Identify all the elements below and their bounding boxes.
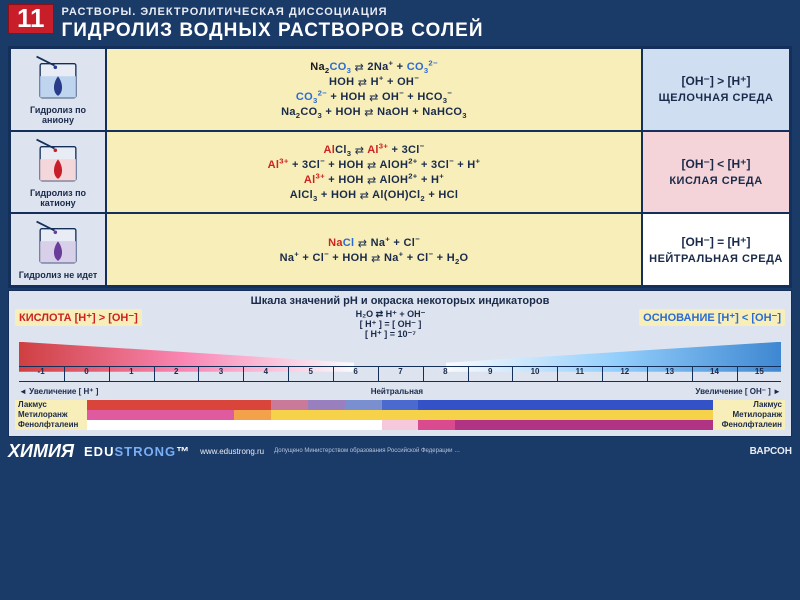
env-name: КИСЛАЯ СРЕДА [669,175,762,187]
footer-edu: EDUSTRONG™ [84,444,190,459]
eq: Na+ + Cl− + HOH ⇄ Na+ + Cl− + H2O [280,251,469,264]
ph-scale: -10123456789101112131415 ◄ Увеличение [ … [19,342,781,396]
indicator-name: Лакмус [713,400,785,410]
ph-tick: 5 [288,367,332,381]
acid-label: КИСЛОТА [H⁺] > [OH⁻] [15,309,142,326]
beaker-anion: Гидролиз по аниону [10,48,106,131]
footer-chem: ХИМИЯ [8,441,74,462]
ph-ticks: -10123456789101112131415 [19,366,781,382]
ph-tick: 15 [737,367,781,381]
ph-block: Шкала значений pH и окраска некоторых ин… [8,290,792,437]
ph-title: Шкала значений pH и окраска некоторых ин… [15,295,785,307]
equations-none: NaCl ⇄ Na+ + Cl− Na+ + Cl− + HOH ⇄ Na+ +… [106,213,642,285]
supertitle: РАСТВОРЫ. ЭЛЕКТРОЛИТИЧЕСКАЯ ДИССОЦИАЦИЯ [62,6,484,18]
ph-sublabels: ◄ Увеличение [ H⁺ ] Нейтральная Увеличен… [19,387,781,396]
ph-tick: 0 [64,367,108,381]
ph-tick: 11 [557,367,601,381]
footer-varson: ВАРСОН [750,446,792,457]
equations-cation: AlCl3 ⇄ Al3+ + 3Cl− Al3+ + 3Cl− + HOH ⇄ … [106,131,642,214]
base-label: ОСНОВАНИЕ [H⁺] < [OH⁻] [639,309,785,326]
ph-right: Увеличение [ OH⁻ ] ► [695,387,781,396]
ph-tick: 10 [512,367,556,381]
beaker-icon [30,136,86,186]
env-ineq: [OH⁻] > [H⁺] [682,74,751,88]
ph-mid: Нейтральная [371,387,423,396]
lesson-number: 11 [8,4,54,34]
env-name: НЕЙТРАЛЬНАЯ СРЕДА [649,253,783,265]
indicator-name: Фенолфталеин [15,420,87,430]
ph-tick: 9 [468,367,512,381]
env-neutral: [OH⁻] = [H⁺] НЕЙТРАЛЬНАЯ СРЕДА [642,213,790,285]
ph-tick: -1 [19,367,63,381]
eq: CO32− + HOH ⇄ OH− + HCO3− [296,90,452,103]
ph-tick: 13 [647,367,691,381]
beaker-none: Гидролиз не идет [10,213,106,285]
ph-eq: [ H⁺ ] = 10⁻⁷ [356,329,426,339]
ph-tick: 7 [378,367,422,381]
env-name: ЩЕЛОЧНАЯ СРЕДА [659,92,774,104]
ph-eq: [ H⁺ ] = [ OH⁻ ] [356,319,426,329]
header: 11 РАСТВОРЫ. ЭЛЕКТРОЛИТИЧЕСКАЯ ДИССОЦИАЦ… [8,4,792,42]
ph-left: ◄ Увеличение [ H⁺ ] [19,387,98,396]
main-grid: Гидролиз по аниону Na2CO3 ⇄ 2Na+ + CO32−… [8,46,792,288]
indicator-bar [87,400,713,410]
header-text: РАСТВОРЫ. ЭЛЕКТРОЛИТИЧЕСКАЯ ДИССОЦИАЦИЯ … [62,4,484,42]
eq: Na2CO3 ⇄ 2Na+ + CO32− [310,60,438,73]
env-alkaline: [OH⁻] > [H⁺] ЩЕЛОЧНАЯ СРЕДА [642,48,790,131]
env-ineq: [OH⁻] < [H⁺] [682,157,751,171]
beaker-label: Гидролиз по катиону [13,188,103,209]
equations-anion: Na2CO3 ⇄ 2Na+ + CO32− HOH ⇄ H+ + OH− CO3… [106,48,642,131]
beaker-cation: Гидролиз по катиону [10,131,106,214]
indicator-name: Метилоранж [713,410,785,420]
eq: NaCl ⇄ Na+ + Cl− [328,236,420,249]
ph-tick: 12 [602,367,646,381]
indicator-bar [87,410,713,420]
indicator-row: Метилоранж Метилоранж [15,410,785,420]
title: ГИДРОЛИЗ ВОДНЫХ РАСТВОРОВ СОЛЕЙ [62,20,484,42]
eq: AlCl3 ⇄ Al3+ + 3Cl− [324,143,425,156]
eq: HOH ⇄ H+ + OH− [329,75,419,88]
beaker-label: Гидролиз не идет [19,270,98,280]
poster-root: 11 РАСТВОРЫ. ЭЛЕКТРОЛИТИЧЕСКАЯ ДИССОЦИАЦ… [0,0,800,600]
env-ineq: [OH⁻] = [H⁺] [682,235,751,249]
beaker-label: Гидролиз по аниону [13,105,103,126]
ph-tick: 6 [333,367,377,381]
eq: AlCl3 + HOH ⇄ Al(OH)Cl2 + HCl [290,188,459,201]
ph-tick: 3 [198,367,242,381]
ph-eq: H₂O ⇄ H⁺ + OH⁻ [356,309,426,319]
ph-tick: 2 [154,367,198,381]
ph-tick: 8 [423,367,467,381]
indicator-name: Фенолфталеин [713,420,785,430]
indicator-name: Лакмус [15,400,87,410]
ph-mid-eqs: H₂O ⇄ H⁺ + OH⁻ [ H⁺ ] = [ OH⁻ ] [ H⁺ ] =… [356,309,426,340]
eq: Al3+ + 3Cl− + HOH ⇄ AlOH2+ + 3Cl− + H+ [268,158,481,171]
indicator-name: Метилоранж [15,410,87,420]
ph-tick: 1 [109,367,153,381]
eq: Al3+ + HOH ⇄ AlOH2+ + H+ [304,173,444,186]
footer: ХИМИЯ EDUSTRONG™ www.edustrong.ru Допуще… [8,441,792,462]
indicator-block: ЛакмусЛакмусМетилоранжМетилоранжФенолфта… [15,400,785,430]
footer-url: www.edustrong.ru [200,447,264,456]
indicator-row: Лакмус Лакмус [15,400,785,410]
indicator-bar [87,420,713,430]
ph-tick: 14 [692,367,736,381]
ph-tick: 4 [243,367,287,381]
beaker-icon [30,218,86,268]
env-acid: [OH⁻] < [H⁺] КИСЛАЯ СРЕДА [642,131,790,214]
eq: Na2CO3 + HOH ⇄ NaOH + NaHCO3 [281,105,467,118]
footer-fine: Допущено Министерством образования Росси… [274,448,740,455]
indicator-row: Фенолфталеин Фенолфталеин [15,420,785,430]
beaker-icon [30,53,86,103]
